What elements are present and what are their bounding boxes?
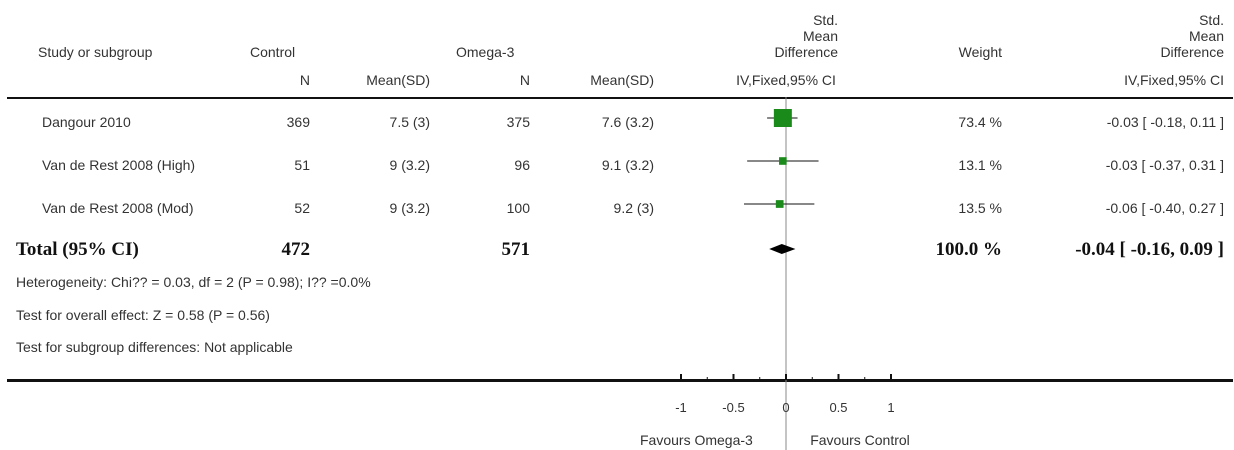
study-ci-text: -0.06 [ -0.40, 0.27 ]	[1105, 200, 1224, 216]
study-meansd-omega3: 9.1 (3.2)	[601, 157, 654, 173]
subheader-meansd-omega3: Mean(SD)	[590, 72, 654, 88]
subheader-n-control: N	[299, 72, 310, 88]
study-n-control: 51	[294, 157, 310, 173]
study-weight: 13.5 %	[958, 200, 1002, 216]
study-weight: 73.4 %	[958, 114, 1002, 130]
total-diamond	[769, 244, 796, 254]
study-n-control: 52	[294, 200, 310, 216]
header-effect-line2: Mean	[802, 28, 838, 44]
favours-omega3-label: Favours Omega-3	[640, 432, 753, 448]
subheader-meansd-control: Mean(SD)	[366, 72, 430, 88]
study-name: Dangour 2010	[42, 114, 131, 130]
footer-rule	[7, 379, 1233, 382]
heterogeneity-note: Heterogeneity: Chi?? = 0.03, df = 2 (P =…	[16, 274, 371, 290]
study-marker	[779, 157, 787, 165]
study-marker	[773, 109, 792, 127]
header-effect-line1: Std.	[813, 12, 838, 28]
study-name: Van de Rest 2008 (Mod)	[42, 200, 194, 216]
study-meansd-control: 9 (3.2)	[389, 157, 430, 173]
axis-tick-label: -1	[675, 400, 687, 415]
study-meansd-omega3: 7.6 (3.2)	[601, 114, 654, 130]
favours-control-label: Favours Control	[810, 432, 910, 448]
study-meansd-omega3: 9.2 (3)	[613, 200, 654, 216]
study-meansd-control: 9 (3.2)	[389, 200, 430, 216]
header-right-line3: Difference	[1160, 44, 1224, 60]
header-rule	[7, 97, 1233, 99]
study-n-omega3: 375	[506, 114, 530, 130]
study-meansd-control: 7.5 (3)	[389, 114, 430, 130]
header-control: Control	[250, 44, 296, 60]
axis-tick-label: 0.5	[829, 400, 847, 415]
study-weight: 13.1 %	[958, 157, 1002, 173]
subheader-effect-method: IV,Fixed,95% CI	[736, 72, 836, 88]
header-omega3: Omega-3	[456, 44, 515, 60]
study-ci-text: -0.03 [ -0.37, 0.31 ]	[1105, 157, 1224, 173]
total-n-control: 472	[281, 239, 311, 260]
subheader-right-method: IV,Fixed,95% CI	[1124, 72, 1224, 88]
header-effect-line3: Difference	[774, 44, 838, 60]
header-right-line1: Std.	[1199, 12, 1224, 28]
total-weight: 100.0 %	[935, 239, 1003, 260]
axis-tick-label: 1	[887, 400, 894, 415]
study-n-omega3: 96	[514, 157, 530, 173]
axis-tick-label: 0	[782, 400, 789, 415]
axis-tick-label: -0.5	[722, 400, 744, 415]
study-marker	[775, 200, 784, 208]
header-right-line2: Mean	[1188, 28, 1224, 44]
header-weight: Weight	[958, 44, 1002, 60]
total-ci-text: -0.04 [ -0.16, 0.09 ]	[1075, 239, 1224, 260]
total-n-omega3: 571	[501, 239, 531, 260]
total-label: Total (95% CI)	[16, 239, 139, 260]
study-name: Van de Rest 2008 (High)	[42, 157, 196, 173]
study-n-control: 369	[286, 114, 310, 130]
overall-effect-note: Test for overall effect: Z = 0.58 (P = 0…	[16, 307, 270, 323]
study-ci-text: -0.03 [ -0.18, 0.11 ]	[1106, 114, 1224, 130]
subgroup-note: Test for subgroup differences: Not appli…	[16, 339, 293, 355]
study-n-omega3: 100	[506, 200, 530, 216]
subheader-n-omega3: N	[519, 72, 530, 88]
header-study: Study or subgroup	[38, 44, 153, 60]
